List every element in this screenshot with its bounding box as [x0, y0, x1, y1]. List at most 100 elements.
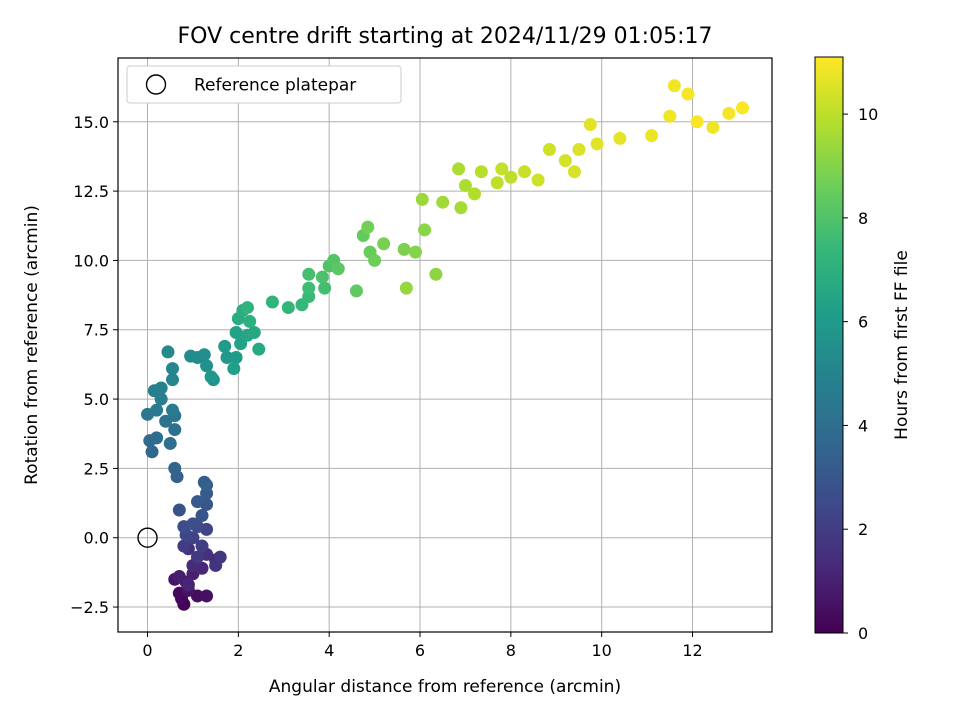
- data-point: [190, 495, 204, 509]
- colorbar-tick-label: 8: [858, 209, 868, 228]
- data-point: [186, 517, 200, 531]
- data-point: [243, 314, 257, 328]
- data-point: [590, 137, 604, 151]
- data-point: [229, 326, 243, 340]
- data-point: [177, 539, 191, 553]
- data-point: [302, 281, 316, 295]
- y-tick-label: 0.0: [84, 529, 109, 548]
- data-point: [558, 154, 572, 168]
- data-point: [474, 165, 488, 179]
- data-point: [349, 284, 363, 298]
- legend: Reference platepar: [126, 65, 402, 104]
- x-tick-label: 6: [415, 641, 425, 660]
- data-point: [663, 109, 677, 123]
- chart-title: FOV centre drift starting at 2024/11/29 …: [178, 24, 713, 49]
- data-point: [452, 162, 466, 176]
- data-point: [200, 478, 214, 492]
- colorbar-tick-label: 4: [858, 416, 868, 435]
- data-point: [490, 176, 504, 190]
- x-tick-label: 0: [142, 641, 152, 660]
- x-tick-label: 10: [592, 641, 612, 660]
- data-point: [572, 143, 586, 157]
- legend-reference-marker: [145, 74, 167, 95]
- data-point: [154, 381, 168, 395]
- plot-area: 0 2 4 6 8 10 12 −2.5 0.0 2.5 5.0 7.5 10.0 12.5 15.0: [70, 57, 773, 660]
- y-tick-label: −2.5: [70, 598, 109, 617]
- data-point: [150, 431, 164, 445]
- data-point: [150, 403, 164, 417]
- data-point: [161, 345, 175, 359]
- y-tick-label: 12.5: [73, 182, 109, 201]
- data-point: [583, 118, 597, 132]
- data-point: [252, 342, 266, 356]
- data-point: [408, 245, 422, 259]
- data-point: [168, 423, 182, 437]
- data-point: [190, 550, 204, 564]
- data-point: [613, 131, 627, 145]
- y-axis-label: Rotation from reference (arcmin): [22, 205, 42, 485]
- data-point: [645, 129, 659, 143]
- colorbar-tick-label: 2: [858, 520, 868, 539]
- grid-lines: [118, 58, 772, 632]
- data-point: [331, 262, 345, 276]
- data-point: [429, 267, 443, 281]
- data-point: [145, 445, 159, 459]
- data-point: [735, 101, 749, 115]
- data-point: [213, 550, 227, 564]
- x-tick-label: 2: [233, 641, 243, 660]
- data-point: [227, 362, 241, 376]
- x-tick-label: 8: [506, 641, 516, 660]
- y-tick-label: 5.0: [84, 390, 109, 409]
- colorbar-tick-label: 0: [858, 624, 868, 643]
- reference-marker-layer: [137, 527, 158, 548]
- reference-platepar-marker: [137, 527, 158, 548]
- data-point: [200, 589, 214, 603]
- data-point: [166, 362, 179, 376]
- plot-frame: [117, 57, 773, 633]
- data-point: [247, 326, 261, 340]
- data-point: [200, 359, 214, 373]
- data-point: [240, 301, 254, 315]
- data-point: [195, 509, 209, 523]
- colorbar-tick-label: 6: [858, 313, 868, 332]
- data-point: [517, 165, 531, 179]
- data-point: [172, 570, 186, 584]
- data-points: [141, 79, 749, 611]
- data-point: [468, 187, 482, 201]
- data-point: [495, 162, 509, 176]
- data-point: [681, 87, 695, 101]
- legend-label: Reference platepar: [194, 76, 356, 96]
- data-point: [567, 165, 581, 179]
- data-point: [265, 295, 279, 309]
- data-point: [197, 348, 211, 362]
- data-point: [368, 253, 382, 267]
- data-point: [531, 173, 545, 187]
- data-point: [181, 578, 195, 592]
- plot-background: [118, 58, 772, 632]
- data-point: [418, 223, 432, 237]
- x-axis-ticks: 0 2 4 6 8 10 12: [142, 632, 703, 660]
- data-point: [399, 281, 413, 295]
- colorbar-ticks: 0 2 4 6 8 10: [843, 105, 878, 643]
- x-tick-label: 4: [324, 641, 334, 660]
- data-point: [542, 143, 556, 157]
- data-point: [454, 201, 468, 215]
- y-tick-label: 10.0: [73, 251, 109, 270]
- x-tick-label: 12: [682, 641, 702, 660]
- data-point: [667, 79, 681, 93]
- y-axis-ticks: −2.5 0.0 2.5 5.0 7.5 10.0 12.5 15.0: [70, 113, 118, 617]
- data-point: [218, 339, 232, 353]
- data-point: [281, 301, 295, 315]
- colorbar: 0 2 4 6 8 10 Hours from first FF file: [814, 56, 912, 643]
- data-point: [166, 373, 179, 387]
- y-tick-label: 15.0: [73, 113, 109, 132]
- data-point: [690, 115, 704, 129]
- data-point: [436, 195, 450, 209]
- colorbar-label: Hours from first FF file: [892, 250, 912, 440]
- data-point: [706, 120, 720, 134]
- data-point: [302, 267, 316, 281]
- data-point: [361, 220, 375, 234]
- data-point: [220, 350, 234, 364]
- data-point: [318, 281, 332, 295]
